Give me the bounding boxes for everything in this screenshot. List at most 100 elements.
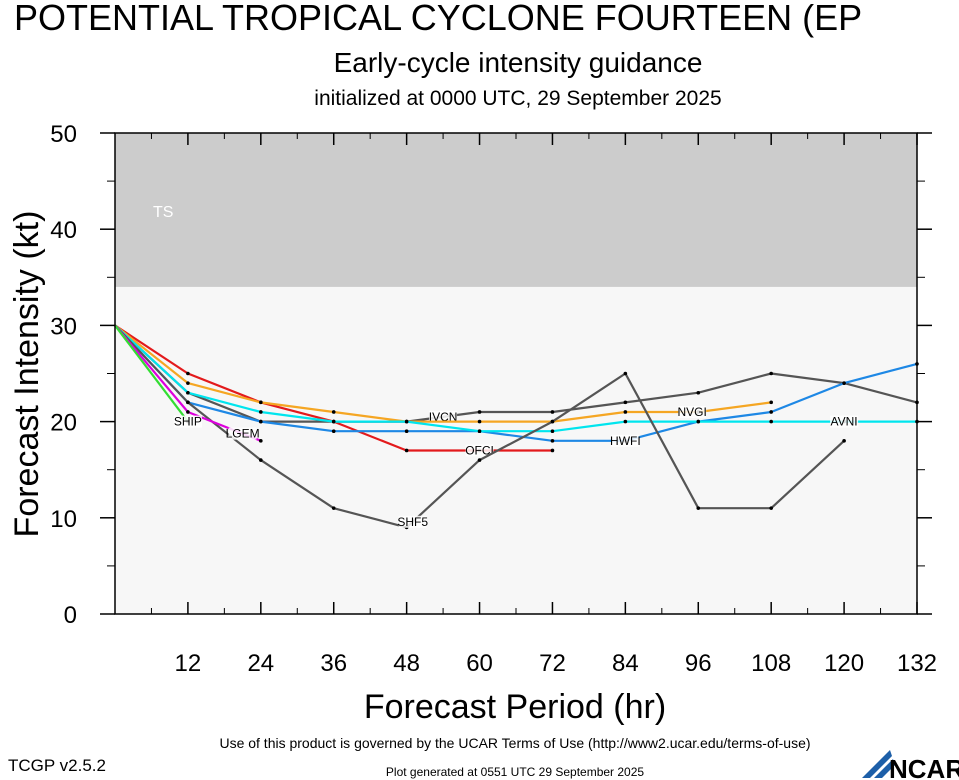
series-point-shf5 — [477, 458, 482, 462]
ncar-logo-mark — [862, 750, 895, 778]
series-avni: AVNI — [114, 324, 919, 434]
series-point-ivcn — [550, 410, 555, 414]
x-tick-label-10: 132 — [897, 650, 937, 677]
series-label-lgem: LGEM — [226, 427, 260, 441]
series-label-bg-lgem — [228, 427, 257, 440]
x-tick-label-5: 72 — [539, 650, 566, 677]
y-tick-label-3: 30 — [50, 313, 77, 340]
series-label-nvgi: NVGI — [678, 405, 707, 419]
series-point-shf5 — [842, 439, 846, 443]
series-point-avni — [259, 410, 263, 414]
x-tick-label-0: 12 — [175, 650, 202, 677]
x-tick-label-2: 36 — [320, 650, 347, 677]
series-point-hwfi — [769, 410, 773, 414]
series-point-shf5 — [769, 506, 773, 510]
series-label-bg-shf5 — [398, 515, 427, 528]
series-label-bg-ship — [173, 415, 202, 428]
series-point-nvgi — [186, 381, 190, 385]
band-0 — [115, 133, 917, 287]
series-point-avni — [696, 419, 701, 424]
series-label-ivcn: IVCN — [429, 410, 458, 424]
series-lgem: LGEM — [114, 324, 263, 443]
series-point-hwfi — [331, 429, 336, 434]
series-line-nvgi — [114, 324, 772, 423]
series-lines: OFCI IVCN NVGI HWFI AVNI SHF5 LGEM SHIP — [114, 324, 919, 530]
y-axis-title: Forecast Intensity (kt) — [8, 211, 46, 538]
chart-title: POTENTIAL TROPICAL CYCLONE FOURTEEN (EP — [14, 0, 862, 38]
series-point-hwfi — [842, 381, 846, 385]
y-tick-label-0: 0 — [64, 602, 77, 629]
series-hwfi: HWFI — [114, 324, 919, 448]
x-tick-label-7: 96 — [685, 650, 712, 677]
series-label-shf5: SHF5 — [397, 515, 428, 529]
series-point-avni — [550, 429, 555, 434]
series-point-shf5 — [550, 419, 555, 424]
band-label-0: TS — [153, 204, 173, 221]
version-label: TCGP v2.5.2 — [8, 756, 106, 775]
x-tick-label-8: 108 — [751, 650, 791, 677]
series-label-bg-hwfi — [611, 434, 640, 447]
series-shf5: SHF5 — [114, 324, 846, 530]
series-point-nvgi — [769, 400, 773, 405]
chart-subtitle: Early-cycle intensity guidance — [334, 47, 703, 78]
series-point-ivcn — [623, 400, 628, 405]
series-point-avni — [331, 419, 336, 424]
series-point-hwfi — [259, 419, 263, 424]
series-label-hwfi: HWFI — [610, 434, 641, 448]
x-tick-label-9: 120 — [824, 650, 864, 677]
series-point-ivcn — [696, 390, 701, 395]
series-point-avni — [769, 419, 773, 424]
x-tick-label-6: 84 — [612, 650, 639, 677]
x-axis-title: Forecast Period (hr) — [364, 688, 666, 726]
terms-of-use: Use of this product is governed by the U… — [219, 735, 810, 751]
series-point-nvgi — [331, 410, 336, 414]
series-label-ofci: OFCI — [465, 443, 494, 457]
series-line-ship — [114, 324, 189, 423]
tick-labels: 12 24 36 48 60 72 84 96 108 120 132 0 10 20 30 40 50 — [50, 121, 937, 677]
ncar-logo: NCAR — [862, 750, 959, 780]
init-time: initialized at 0000 UTC, 29 September 20… — [314, 87, 721, 110]
series-point-shf5 — [259, 458, 263, 462]
series-point-shf5 — [623, 371, 628, 376]
series-line-avni — [114, 324, 917, 433]
series-point-shf5 — [696, 506, 701, 510]
series-point-avni — [404, 419, 409, 424]
series-point-nvgi — [477, 419, 482, 424]
series-line-hwfi — [114, 324, 918, 442]
series-point-ofci — [404, 448, 409, 453]
series-line-ivcn — [114, 324, 918, 423]
x-tick-label-1: 24 — [247, 650, 274, 677]
series-point-hwfi — [404, 429, 409, 434]
y-tick-label-1: 10 — [50, 506, 77, 533]
series-point-nvgi — [623, 410, 628, 414]
series-point-nvgi — [259, 400, 263, 405]
series-point-avni — [477, 429, 482, 434]
series-point-ivcn — [769, 371, 773, 376]
x-tick-label-4: 60 — [466, 650, 493, 677]
y-tick-label-5: 50 — [50, 121, 77, 148]
series-point-ivcn — [477, 410, 482, 414]
series-label-bg-avni — [830, 415, 859, 428]
series-label-avni: AVNI — [831, 415, 858, 429]
series-point-avni — [186, 390, 190, 395]
series-label-ship: SHIP — [174, 415, 202, 429]
series-point-shf5 — [186, 400, 190, 405]
generated-time: Plot generated at 0551 UTC 29 September … — [386, 765, 644, 779]
series-nvgi: NVGI — [114, 324, 773, 424]
series-point-lgem — [259, 439, 263, 443]
series-label-bg-ivcn — [429, 410, 458, 423]
x-tick-label-3: 48 — [393, 650, 420, 677]
y-tick-label-4: 40 — [50, 217, 77, 244]
series-ship: SHIP — [114, 324, 202, 429]
series-point-avni — [623, 419, 628, 424]
series-label-bg-ofci — [465, 444, 494, 457]
series-point-ofci — [186, 371, 190, 376]
series-point-hwfi — [550, 439, 555, 443]
series-point-shf5 — [331, 506, 336, 510]
series-point-lgem — [186, 410, 190, 414]
series-label-bg-nvgi — [678, 405, 707, 418]
y-tick-label-2: 20 — [50, 410, 77, 437]
intensity-bands: TS — [115, 133, 917, 287]
ncar-logo-text: NCAR — [889, 754, 959, 780]
axis-ticks — [100, 132, 932, 615]
